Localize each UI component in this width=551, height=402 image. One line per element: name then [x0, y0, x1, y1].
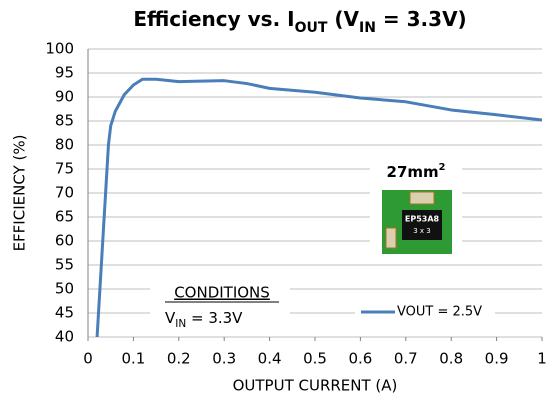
chip-label: 3 x 3 — [413, 227, 431, 235]
x-tick-label: 0.7 — [394, 350, 418, 368]
x-tick-label: 1 — [537, 350, 547, 368]
y-axis-label: EFFICIENCY (%) — [11, 135, 29, 252]
y-tick-label: 50 — [55, 280, 74, 298]
x-tick-label: 0.9 — [485, 350, 509, 368]
text-part: 27mm — [387, 163, 439, 181]
text-part: IN — [359, 20, 376, 36]
x-tick-label: 0.5 — [303, 350, 327, 368]
text-part: = 3.3V — [186, 309, 243, 327]
text-part: (V — [327, 7, 359, 31]
y-tick-label: 95 — [55, 64, 74, 82]
footprint-label: 27mm2 — [387, 162, 446, 181]
text-part: 2 — [439, 162, 446, 173]
y-tick-label: 60 — [55, 232, 74, 250]
y-tick-label: 40 — [55, 328, 74, 346]
legend-label: VOUT = 2.5V — [397, 305, 482, 320]
x-tick-label: 0.6 — [348, 350, 372, 368]
chart: Efficiency vs. IOUT (VIN = 3.3V) EFFICIE… — [0, 0, 551, 402]
x-axis-label: OUTPUT CURRENT (A) — [233, 377, 398, 395]
component — [386, 228, 396, 248]
text-part: Efficiency vs. I — [133, 7, 294, 31]
y-tick-label: 85 — [55, 112, 74, 130]
x-tick-label: 0.8 — [439, 350, 463, 368]
y-tick-label: 80 — [55, 136, 74, 154]
x-tick-label: 0.1 — [121, 350, 145, 368]
conditions-heading: CONDITIONS — [174, 284, 270, 302]
text-part: = 3.3V) — [376, 7, 467, 31]
y-tick-label: 65 — [55, 208, 74, 226]
chip-label: EP53A8 — [405, 215, 440, 224]
y-tick-label: 100 — [45, 40, 74, 58]
y-tick-label: 70 — [55, 184, 74, 202]
y-tick-label: 75 — [55, 160, 74, 178]
x-tick-label: 0.3 — [212, 350, 236, 368]
x-tick-label: 0.4 — [258, 350, 282, 368]
y-tick-label: 55 — [55, 256, 74, 274]
chart-title: Efficiency vs. IOUT (VIN = 3.3V) — [133, 7, 466, 37]
text-part: IN — [175, 318, 186, 330]
component — [410, 192, 434, 204]
text-part: OUT — [295, 20, 328, 36]
x-tick-label: 0.2 — [167, 350, 191, 368]
y-tick-label: 45 — [55, 304, 74, 322]
y-tick-label: 90 — [55, 88, 74, 106]
x-tick-label: 0 — [83, 350, 93, 368]
